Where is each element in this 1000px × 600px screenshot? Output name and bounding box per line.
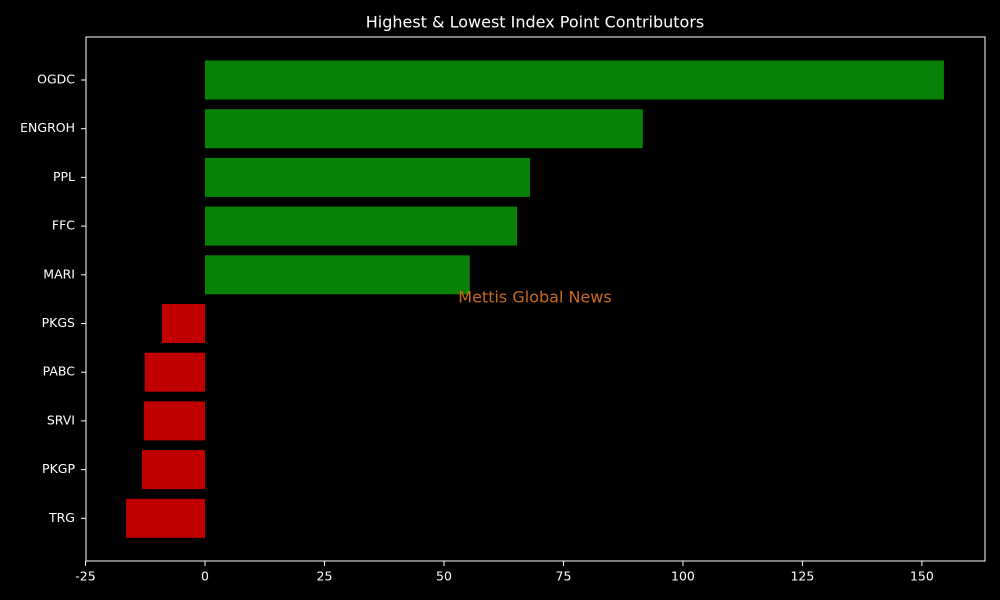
y-tick-label: MARI (43, 266, 75, 281)
bar (205, 206, 518, 246)
y-tick-label: PABC (43, 364, 76, 379)
bar (205, 255, 470, 295)
x-tick-label: 25 (317, 569, 333, 584)
y-tick-label: SRVI (47, 412, 75, 427)
x-tick-label: 150 (910, 569, 934, 584)
bar (161, 304, 206, 343)
bar (144, 352, 206, 392)
bar (126, 498, 206, 538)
x-tick-label: 75 (556, 569, 572, 584)
chart-title: Highest & Lowest Index Point Contributor… (366, 13, 705, 32)
y-tick-label: FFC (52, 218, 75, 233)
x-tick-label: 0 (201, 569, 209, 584)
y-tick-label: TRG (48, 510, 75, 525)
y-tick-label: ENGROH (20, 120, 75, 135)
bar (141, 450, 206, 490)
bar (205, 157, 531, 197)
y-tick-label: OGDC (37, 72, 75, 87)
y-tick-label: PKGS (42, 315, 75, 330)
bar (205, 60, 944, 100)
y-tick-label: PKGP (42, 461, 75, 476)
x-tick-label: 125 (790, 569, 814, 584)
x-tick-label: 100 (671, 569, 695, 584)
watermark: Mettis Global News (458, 288, 611, 307)
plot-frame (85, 36, 986, 562)
bar (143, 401, 206, 441)
bar (205, 109, 643, 149)
y-tick-label: PPL (53, 169, 75, 184)
x-tick-label: -25 (75, 569, 95, 584)
x-tick-label: 50 (436, 569, 452, 584)
